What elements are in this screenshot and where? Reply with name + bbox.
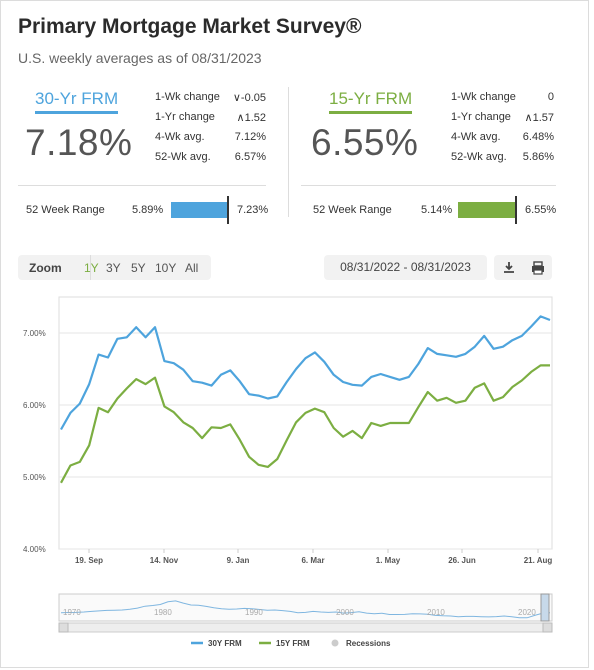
stat-label: 1-Yr change (155, 111, 215, 123)
series-line-15y-frm (60, 364, 550, 484)
series-line-30y-frm (60, 315, 551, 431)
zoom-option-5y[interactable]: 5Y (131, 261, 146, 275)
navigator-label: 2010 (427, 608, 445, 617)
rate-block-30yr: 30-Yr FRM 7.18% (25, 89, 132, 164)
chart-navigator[interactable]: 1970 1980 1990 2000 2010 2020 (58, 593, 553, 633)
chart-tools (494, 255, 552, 280)
y-tick-label: 7.00% (23, 329, 46, 338)
legend-label: Recessions (346, 639, 391, 648)
range-label-15yr: 52 Week Range (313, 204, 392, 216)
scroll-right-button (542, 622, 553, 633)
navigator-scrollbar (58, 622, 553, 633)
x-tick-label: 1. May (376, 556, 401, 565)
chart-series (60, 315, 551, 484)
date-range-display[interactable]: 08/31/2022 - 08/31/2023 (324, 255, 487, 280)
page-subtitle: U.S. weekly averages as of 08/31/2023 (18, 50, 262, 66)
legend-label: 30Y FRM (208, 639, 242, 648)
range-bar-15yr (458, 202, 516, 218)
zoom-option-1y[interactable]: 1Y (84, 261, 99, 275)
download-icon[interactable] (498, 258, 520, 277)
x-tick-label: 26. Jun (448, 556, 476, 565)
y-tick-label: 5.00% (23, 473, 46, 482)
scroll-left-button (58, 622, 69, 633)
zoom-bar: Zoom 1Y 3Y 5Y 10Y All (18, 255, 211, 280)
rate-block-15yr: 15-Yr FRM 6.55% (311, 89, 418, 164)
stat-label: 52-Wk avg. (451, 151, 507, 163)
y-tick-label: 6.00% (23, 401, 46, 410)
legend-swatch (331, 639, 339, 647)
navigator-label: 2000 (336, 608, 354, 617)
stat-value: 0 (547, 91, 554, 103)
zoom-option-all[interactable]: All (185, 261, 199, 275)
stat-label: 1-Wk change (451, 91, 516, 103)
range-max-30yr: 7.23% (237, 204, 269, 216)
chart-grid (58, 296, 553, 550)
x-tick-label: 14. Nov (150, 556, 179, 565)
zoom-option-10y[interactable]: 10Y (155, 261, 177, 275)
stat-value: 5.86% (522, 151, 554, 163)
rate-value-30yr: 7.18% (25, 122, 133, 163)
stat-value: ∨-0.05 (232, 92, 266, 104)
range-bar-30yr (171, 202, 228, 218)
navigator-label: 1980 (154, 608, 172, 617)
navigator-line (60, 600, 551, 619)
range-min-15yr: 5.14% (421, 204, 453, 216)
range-min-30yr: 5.89% (132, 204, 164, 216)
stat-label: 1-Wk change (155, 91, 220, 103)
stat-label: 1-Yr change (451, 111, 511, 123)
navigator-selection (540, 593, 550, 622)
range-max-15yr: 6.55% (525, 204, 557, 216)
navigator-label: 1990 (245, 608, 263, 617)
rate-label-15yr: 15-Yr FRM (329, 89, 413, 114)
legend-label: 15Y FRM (276, 639, 310, 648)
chart-legend: 30Y FRM 15Y FRM Recessions (191, 639, 391, 648)
x-tick-label: 21. Aug (524, 556, 553, 565)
rate-label-30yr: 30-Yr FRM (35, 89, 119, 114)
print-icon[interactable] (526, 258, 548, 277)
stat-label: 4-Wk avg. (451, 131, 501, 143)
range-30yr: 52 Week Range 5.89% 7.23% (18, 185, 269, 224)
stat-value: 7.12% (234, 131, 266, 143)
stat-label: 4-Wk avg. (155, 131, 205, 143)
zoom-label: Zoom (29, 261, 62, 275)
zoom-separator (90, 255, 91, 280)
range-marker-30yr (227, 196, 229, 224)
navigator-label: 2020 (518, 608, 536, 617)
x-tick-label: 6. Mar (301, 556, 324, 565)
column-divider (288, 87, 289, 217)
stat-value: ∧1.57 (524, 112, 554, 124)
y-tick-label: 4.00% (23, 545, 46, 554)
y-axis-ticks: 4.00% 5.00% 6.00% 7.00% (23, 329, 46, 554)
range-marker-15yr (515, 196, 517, 224)
stat-value: 6.57% (234, 151, 266, 163)
rate-chart: 4.00% 5.00% 6.00% 7.00% 19. Sep 14. Nov 9. Ja… (23, 296, 553, 648)
stat-value: ∧1.52 (236, 112, 266, 124)
x-tick-label: 9. Jan (227, 556, 250, 565)
x-axis-ticks: 19. Sep 14. Nov 9. Jan 6. Mar 1. May 26. Jun 2… (75, 549, 552, 565)
stat-value: 6.48% (522, 131, 554, 143)
rate-value-15yr: 6.55% (311, 122, 419, 163)
x-tick-label: 19. Sep (75, 556, 103, 565)
zoom-option-3y[interactable]: 3Y (106, 261, 121, 275)
stat-label: 52-Wk avg. (155, 151, 211, 163)
page-title: Primary Mortgage Market Survey® (18, 15, 362, 38)
navigator-label: 1970 (63, 608, 81, 617)
range-15yr: 52 Week Range 5.14% 6.55% (301, 185, 557, 224)
plot-area (58, 296, 553, 550)
range-label-30yr: 52 Week Range (26, 204, 105, 216)
